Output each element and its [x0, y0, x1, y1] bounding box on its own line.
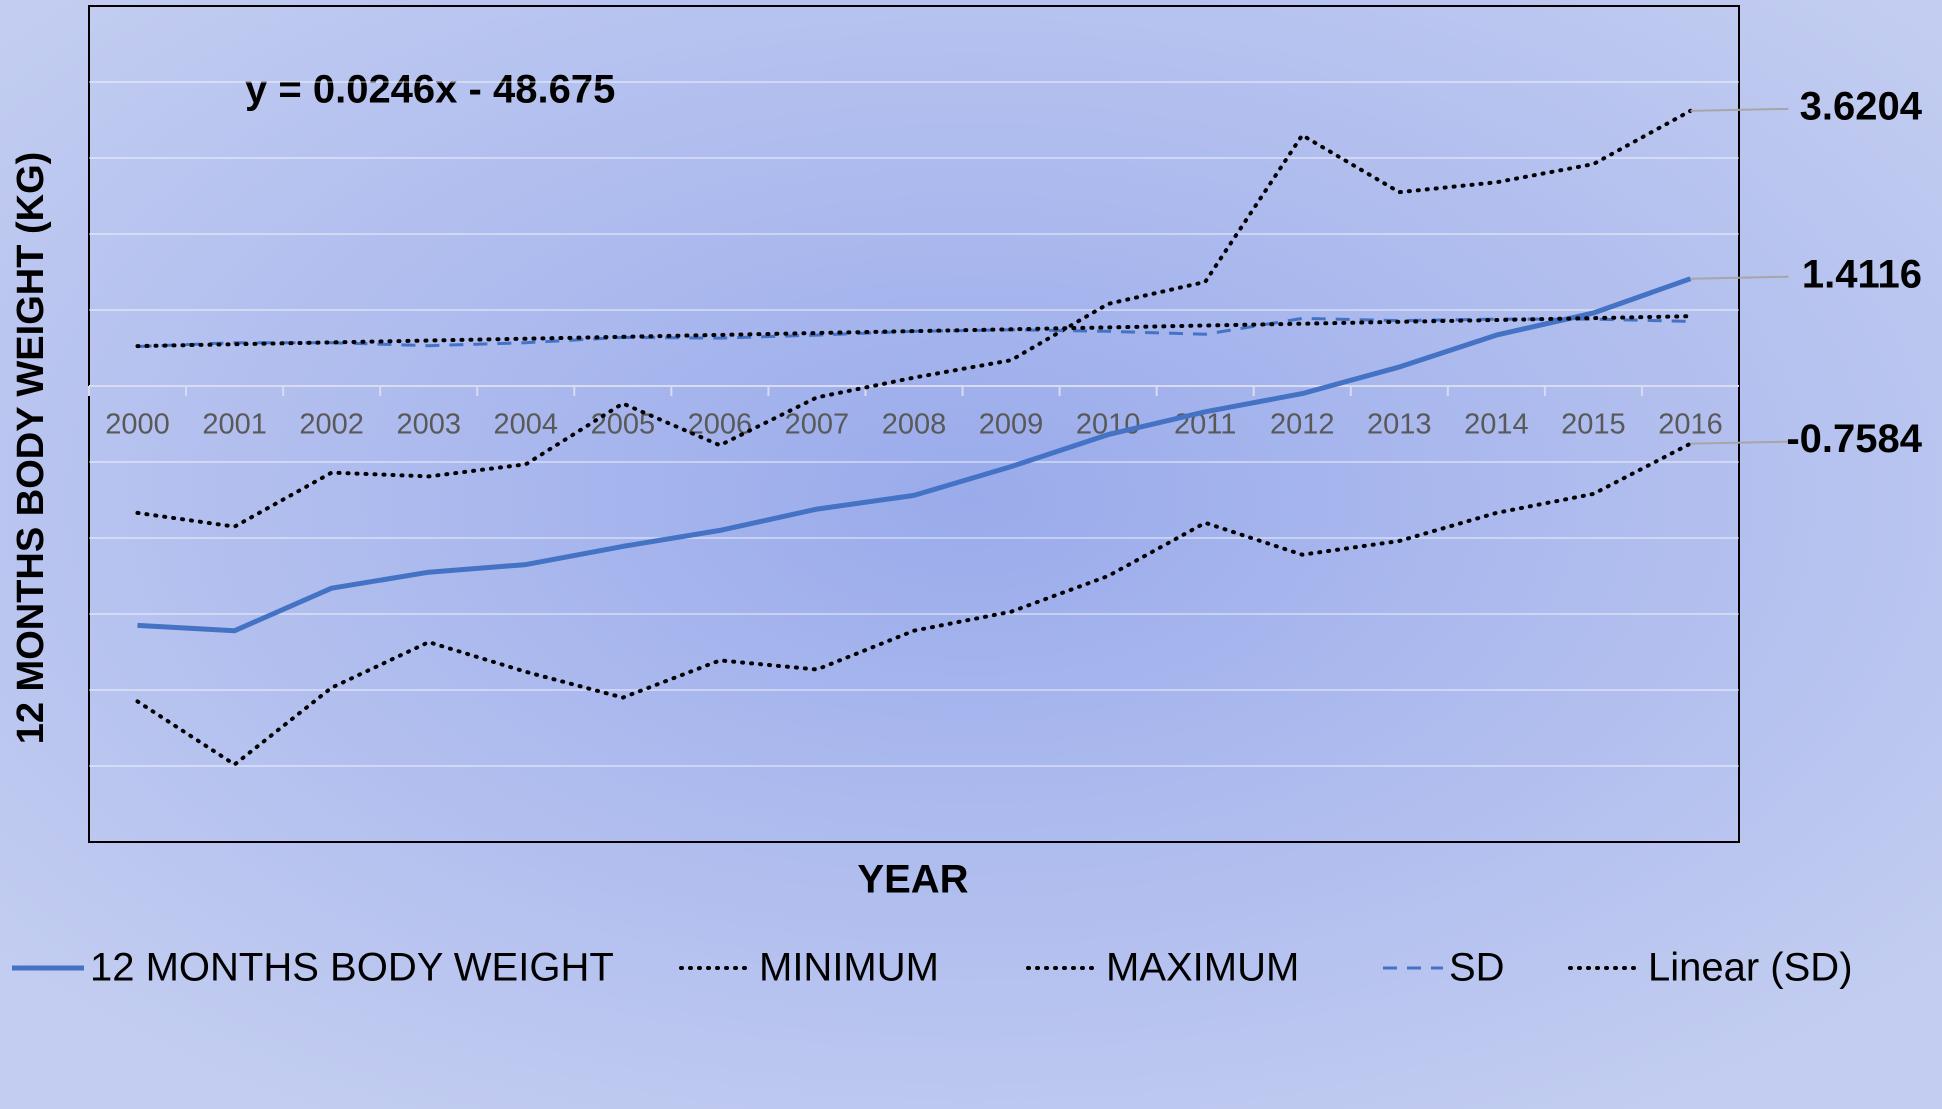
legend-label: 12 MONTHS BODY WEIGHT: [90, 946, 614, 990]
series-line: [135, 441, 1693, 767]
label-leader: [1690, 440, 1789, 445]
plot-border: [88, 5, 1740, 843]
data-label: 1.4116: [1802, 252, 1922, 296]
x-tick-label: 2007: [785, 409, 850, 441]
legend-label: SD: [1449, 946, 1505, 990]
series-line: [137, 276, 1692, 634]
x-tick-label: 2008: [882, 409, 947, 441]
legend-label: Linear (SD): [1648, 946, 1853, 990]
data-label: -0.7584: [1786, 417, 1922, 461]
x-tick-label: 2000: [105, 409, 170, 441]
trendline-equation: y = 0.0246x - 48.675: [245, 68, 615, 112]
x-tick-label: 2009: [979, 409, 1044, 441]
x-tick-label: 2015: [1561, 409, 1626, 441]
legend-label: MAXIMUM: [1106, 946, 1299, 990]
x-axis-title: YEAR: [857, 858, 968, 902]
x-tick-label: 2005: [591, 409, 656, 441]
x-tick-label: 2003: [396, 409, 461, 441]
x-tick-label: 2013: [1367, 409, 1432, 441]
x-tick-label: 2001: [202, 409, 267, 441]
label-leader: [1690, 275, 1789, 280]
x-tick-label: 2016: [1658, 409, 1723, 441]
x-tick-label: 2004: [494, 409, 559, 441]
x-tick-label: 2014: [1464, 409, 1529, 441]
x-tick-label: 2002: [299, 409, 364, 441]
y-axis-title: 12 MONTHS BODY WEIGHT (KG): [10, 152, 52, 745]
series-line: [135, 314, 1693, 349]
x-tick-label: 2012: [1270, 409, 1335, 441]
label-leader: [1690, 107, 1789, 112]
data-label: 3.6204: [1800, 84, 1923, 128]
legend-label: MINIMUM: [759, 946, 939, 990]
